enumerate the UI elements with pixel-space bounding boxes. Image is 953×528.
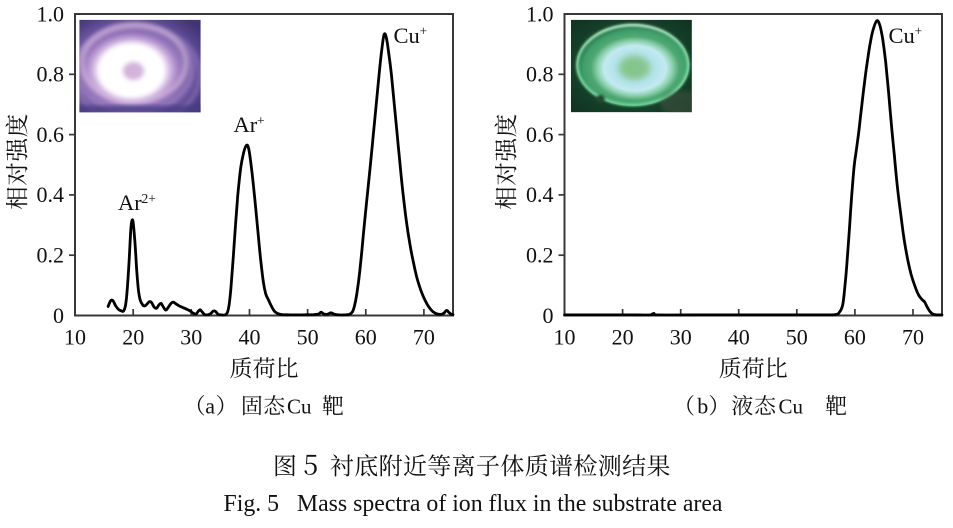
svg-text:40: 40 — [239, 324, 261, 349]
svg-text:0: 0 — [543, 303, 554, 328]
svg-text:60: 60 — [844, 324, 866, 349]
svg-text:0: 0 — [53, 303, 64, 328]
svg-text:0.8: 0.8 — [526, 62, 554, 87]
svg-text:1.0: 1.0 — [526, 1, 554, 26]
svg-text:20: 20 — [612, 324, 634, 349]
svg-text:2+: 2+ — [142, 191, 156, 206]
svg-text:0.4: 0.4 — [37, 182, 65, 207]
svg-text:Cu: Cu — [394, 23, 420, 48]
svg-text:30: 30 — [180, 324, 202, 349]
svg-text:b: b — [697, 394, 708, 419]
svg-text:50: 50 — [786, 324, 808, 349]
svg-text:0.2: 0.2 — [526, 243, 554, 268]
svg-text:a: a — [205, 394, 215, 419]
svg-text:0.6: 0.6 — [37, 122, 65, 147]
svg-text:Ar: Ar — [118, 190, 142, 215]
svg-text:20: 20 — [122, 324, 144, 349]
svg-text:0.8: 0.8 — [37, 62, 65, 87]
svg-text:+: + — [420, 24, 428, 39]
svg-text:Fig. 5 Mass spectra of ion f: Fig. 5 Mass spectra of ion flux in the s… — [224, 491, 723, 517]
svg-text:Ar: Ar — [234, 112, 258, 137]
svg-text:50: 50 — [297, 324, 319, 349]
svg-text:1.0: 1.0 — [37, 1, 65, 26]
svg-text:0.6: 0.6 — [526, 122, 554, 147]
svg-text:70: 70 — [413, 324, 435, 349]
svg-text:10: 10 — [64, 324, 86, 349]
svg-text:Cu: Cu — [889, 23, 915, 48]
svg-text:30: 30 — [670, 324, 692, 349]
svg-text:Cu: Cu — [287, 395, 312, 419]
svg-text:70: 70 — [902, 324, 924, 349]
svg-text:0.2: 0.2 — [37, 243, 65, 268]
svg-text:0.4: 0.4 — [526, 182, 554, 207]
svg-text:+: + — [915, 24, 923, 39]
svg-text:10: 10 — [554, 324, 576, 349]
svg-text:+: + — [257, 113, 265, 128]
svg-text:Cu: Cu — [779, 395, 804, 419]
svg-text:60: 60 — [355, 324, 377, 349]
svg-text:40: 40 — [728, 324, 750, 349]
